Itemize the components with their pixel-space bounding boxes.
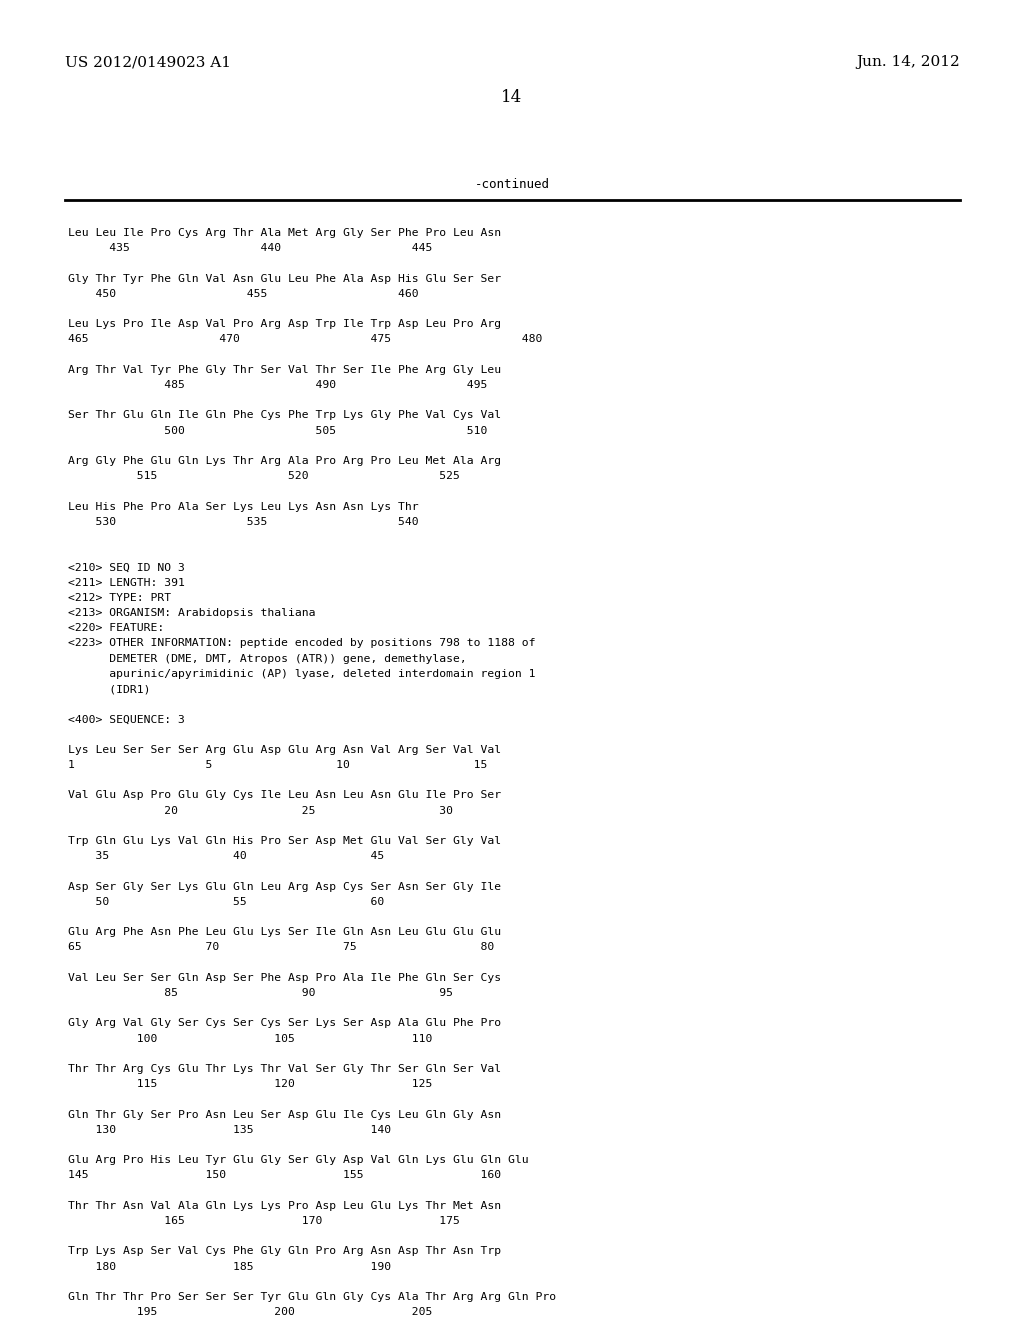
Text: Asp Ser Gly Ser Lys Glu Gln Leu Arg Asp Cys Ser Asn Ser Gly Ile: Asp Ser Gly Ser Lys Glu Gln Leu Arg Asp …: [68, 882, 501, 891]
Text: <211> LENGTH: 391: <211> LENGTH: 391: [68, 578, 185, 587]
Text: 165                 170                 175: 165 170 175: [68, 1216, 460, 1226]
Text: 14: 14: [502, 90, 522, 107]
Text: 180                 185                 190: 180 185 190: [68, 1262, 391, 1271]
Text: Gln Thr Gly Ser Pro Asn Leu Ser Asp Glu Ile Cys Leu Gln Gly Asn: Gln Thr Gly Ser Pro Asn Leu Ser Asp Glu …: [68, 1110, 501, 1119]
Text: <212> TYPE: PRT: <212> TYPE: PRT: [68, 593, 171, 603]
Text: Gly Thr Tyr Phe Gln Val Asn Glu Leu Phe Ala Asp His Glu Ser Ser: Gly Thr Tyr Phe Gln Val Asn Glu Leu Phe …: [68, 273, 501, 284]
Text: 50                  55                  60: 50 55 60: [68, 896, 384, 907]
Text: 130                 135                 140: 130 135 140: [68, 1125, 391, 1135]
Text: 100                 105                 110: 100 105 110: [68, 1034, 432, 1044]
Text: <220> FEATURE:: <220> FEATURE:: [68, 623, 164, 634]
Text: Leu Lys Pro Ile Asp Val Pro Arg Asp Trp Ile Trp Asp Leu Pro Arg: Leu Lys Pro Ile Asp Val Pro Arg Asp Trp …: [68, 319, 501, 329]
Text: Trp Lys Asp Ser Val Cys Phe Gly Gln Pro Arg Asn Asp Thr Asn Trp: Trp Lys Asp Ser Val Cys Phe Gly Gln Pro …: [68, 1246, 501, 1257]
Text: Glu Arg Phe Asn Phe Leu Glu Lys Ser Ile Gln Asn Leu Glu Glu Glu: Glu Arg Phe Asn Phe Leu Glu Lys Ser Ile …: [68, 927, 501, 937]
Text: Leu His Phe Pro Ala Ser Lys Leu Lys Asn Asn Lys Thr: Leu His Phe Pro Ala Ser Lys Leu Lys Asn …: [68, 502, 419, 512]
Text: Gln Thr Thr Pro Ser Ser Ser Tyr Glu Gln Gly Cys Ala Thr Arg Arg Gln Pro: Gln Thr Thr Pro Ser Ser Ser Tyr Glu Gln …: [68, 1292, 556, 1302]
Text: Ser Thr Glu Gln Ile Gln Phe Cys Phe Trp Lys Gly Phe Val Cys Val: Ser Thr Glu Gln Ile Gln Phe Cys Phe Trp …: [68, 411, 501, 420]
Text: 485                   490                   495: 485 490 495: [68, 380, 487, 389]
Text: Jun. 14, 2012: Jun. 14, 2012: [856, 55, 961, 69]
Text: <400> SEQUENCE: 3: <400> SEQUENCE: 3: [68, 714, 185, 725]
Text: 65                  70                  75                  80: 65 70 75 80: [68, 942, 495, 953]
Text: Arg Gly Phe Glu Gln Lys Thr Arg Ala Pro Arg Pro Leu Met Ala Arg: Arg Gly Phe Glu Gln Lys Thr Arg Ala Pro …: [68, 455, 501, 466]
Text: Arg Thr Val Tyr Phe Gly Thr Ser Val Thr Ser Ile Phe Arg Gly Leu: Arg Thr Val Tyr Phe Gly Thr Ser Val Thr …: [68, 364, 501, 375]
Text: Leu Leu Ile Pro Cys Arg Thr Ala Met Arg Gly Ser Phe Pro Leu Asn: Leu Leu Ile Pro Cys Arg Thr Ala Met Arg …: [68, 228, 501, 238]
Text: 145                 150                 155                 160: 145 150 155 160: [68, 1171, 501, 1180]
Text: Thr Thr Arg Cys Glu Thr Lys Thr Val Ser Gly Thr Ser Gln Ser Val: Thr Thr Arg Cys Glu Thr Lys Thr Val Ser …: [68, 1064, 501, 1074]
Text: 465                   470                   475                   480: 465 470 475 480: [68, 334, 543, 345]
Text: 500                   505                   510: 500 505 510: [68, 425, 487, 436]
Text: -continued: -continued: [474, 178, 550, 191]
Text: 515                   520                   525: 515 520 525: [68, 471, 460, 482]
Text: Thr Thr Asn Val Ala Gln Lys Lys Pro Asp Leu Glu Lys Thr Met Asn: Thr Thr Asn Val Ala Gln Lys Lys Pro Asp …: [68, 1201, 501, 1210]
Text: 35                  40                  45: 35 40 45: [68, 851, 384, 861]
Text: Glu Arg Pro His Leu Tyr Glu Gly Ser Gly Asp Val Gln Lys Glu Gln Glu: Glu Arg Pro His Leu Tyr Glu Gly Ser Gly …: [68, 1155, 528, 1166]
Text: 450                   455                   460: 450 455 460: [68, 289, 419, 298]
Text: (IDR1): (IDR1): [68, 684, 151, 694]
Text: 530                   535                   540: 530 535 540: [68, 517, 419, 527]
Text: Val Leu Ser Ser Gln Asp Ser Phe Asp Pro Ala Ile Phe Gln Ser Cys: Val Leu Ser Ser Gln Asp Ser Phe Asp Pro …: [68, 973, 501, 983]
Text: 85                  90                  95: 85 90 95: [68, 987, 453, 998]
Text: Gly Arg Val Gly Ser Cys Ser Cys Ser Lys Ser Asp Ala Glu Phe Pro: Gly Arg Val Gly Ser Cys Ser Cys Ser Lys …: [68, 1019, 501, 1028]
Text: US 2012/0149023 A1: US 2012/0149023 A1: [65, 55, 231, 69]
Text: <223> OTHER INFORMATION: peptide encoded by positions 798 to 1188 of: <223> OTHER INFORMATION: peptide encoded…: [68, 639, 536, 648]
Text: 20                  25                  30: 20 25 30: [68, 805, 453, 816]
Text: <213> ORGANISM: Arabidopsis thaliana: <213> ORGANISM: Arabidopsis thaliana: [68, 609, 315, 618]
Text: 115                 120                 125: 115 120 125: [68, 1080, 432, 1089]
Text: <210> SEQ ID NO 3: <210> SEQ ID NO 3: [68, 562, 185, 573]
Text: 195                 200                 205: 195 200 205: [68, 1307, 432, 1317]
Text: 435                   440                   445: 435 440 445: [68, 243, 432, 253]
Text: Lys Leu Ser Ser Ser Arg Glu Asp Glu Arg Asn Val Arg Ser Val Val: Lys Leu Ser Ser Ser Arg Glu Asp Glu Arg …: [68, 744, 501, 755]
Text: apurinic/apyrimidinic (AP) lyase, deleted interdomain region 1: apurinic/apyrimidinic (AP) lyase, delete…: [68, 669, 536, 678]
Text: 1                   5                  10                  15: 1 5 10 15: [68, 760, 487, 770]
Text: Trp Gln Glu Lys Val Gln His Pro Ser Asp Met Glu Val Ser Gly Val: Trp Gln Glu Lys Val Gln His Pro Ser Asp …: [68, 836, 501, 846]
Text: Val Glu Asp Pro Glu Gly Cys Ile Leu Asn Leu Asn Glu Ile Pro Ser: Val Glu Asp Pro Glu Gly Cys Ile Leu Asn …: [68, 791, 501, 800]
Text: DEMETER (DME, DMT, Atropos (ATR)) gene, demethylase,: DEMETER (DME, DMT, Atropos (ATR)) gene, …: [68, 653, 467, 664]
